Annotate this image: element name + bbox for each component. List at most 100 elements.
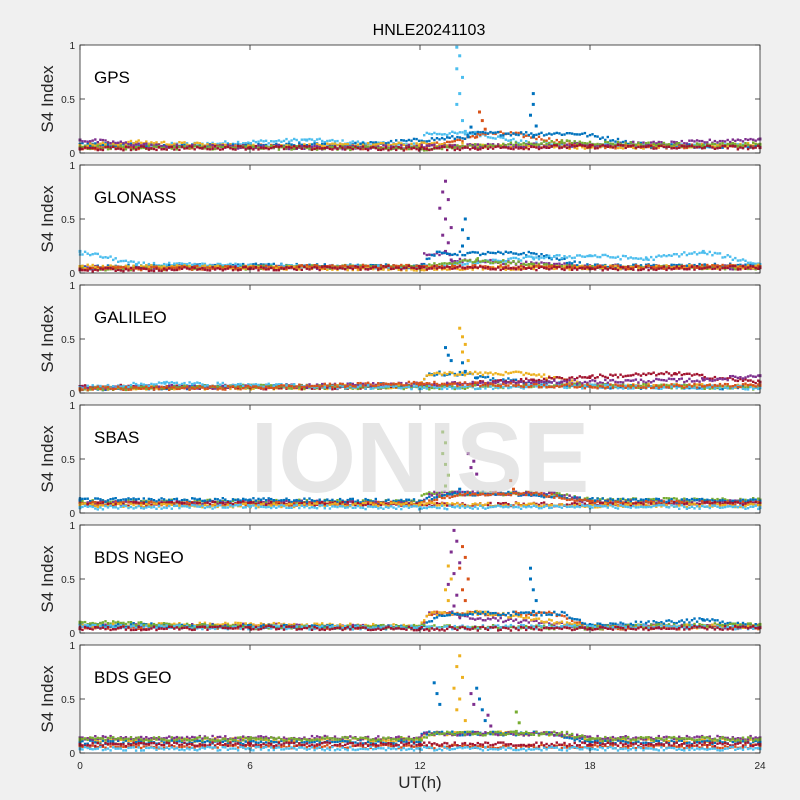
data-point <box>157 269 161 272</box>
data-point <box>532 373 536 376</box>
data-point <box>458 136 462 139</box>
data-point <box>423 252 426 255</box>
data-point <box>147 269 151 273</box>
data-point <box>321 139 324 143</box>
data-point <box>379 148 383 152</box>
data-point <box>397 143 400 146</box>
data-point <box>290 139 293 142</box>
data-point <box>611 267 615 270</box>
data-point <box>476 146 479 150</box>
data-point <box>440 143 444 146</box>
data-point <box>461 335 464 339</box>
data-point <box>708 377 711 380</box>
data-point <box>170 145 173 149</box>
data-point <box>746 147 750 151</box>
data-point <box>387 141 390 144</box>
data-point <box>224 144 227 147</box>
data-point <box>754 381 757 385</box>
data-point <box>693 140 696 143</box>
data-point <box>321 144 324 148</box>
data-point <box>152 386 156 390</box>
data-point <box>614 267 617 270</box>
data-point <box>300 268 303 271</box>
data-point <box>494 131 497 134</box>
data-point <box>104 256 107 259</box>
data-point <box>754 268 757 271</box>
data-point <box>244 387 247 390</box>
data-point <box>550 267 553 270</box>
data-point <box>315 145 319 148</box>
data-point <box>117 268 120 272</box>
data-point <box>290 148 293 151</box>
data-point <box>491 265 495 269</box>
data-point <box>629 141 632 144</box>
data-point <box>685 268 689 271</box>
data-point <box>428 267 431 270</box>
data-point <box>570 379 574 382</box>
data-point <box>323 265 326 268</box>
data-point <box>540 256 543 259</box>
data-point <box>665 264 668 267</box>
data-point <box>530 262 533 265</box>
data-point <box>444 179 447 183</box>
data-point <box>405 146 408 149</box>
data-point <box>731 138 734 141</box>
data-point <box>423 262 426 266</box>
data-point <box>502 134 505 137</box>
data-point <box>96 141 99 144</box>
data-point <box>435 141 439 144</box>
data-point <box>576 268 579 271</box>
data-point <box>519 146 523 150</box>
data-point <box>512 252 515 255</box>
data-point <box>160 148 163 151</box>
data-point <box>619 146 622 149</box>
data-point <box>484 376 487 379</box>
data-point <box>514 256 518 260</box>
data-point <box>91 139 94 142</box>
data-point <box>509 380 513 383</box>
data-point <box>514 382 518 385</box>
data-point <box>593 263 597 266</box>
data-point <box>435 252 439 255</box>
data-point <box>112 258 115 262</box>
data-point <box>446 148 449 152</box>
data-point <box>165 148 168 151</box>
data-point <box>423 149 426 152</box>
data-point <box>486 266 490 269</box>
data-point <box>688 264 691 267</box>
data-point <box>752 262 755 265</box>
data-point <box>535 268 538 272</box>
data-point <box>662 141 666 145</box>
data-point <box>444 346 447 350</box>
data-point <box>417 139 421 142</box>
data-point <box>122 146 125 150</box>
data-point <box>395 143 398 146</box>
data-point <box>420 263 423 266</box>
data-point <box>446 268 449 271</box>
data-point <box>502 146 505 149</box>
data-point <box>527 250 530 254</box>
data-point <box>451 140 454 143</box>
data-point <box>486 375 490 379</box>
data-point <box>701 249 705 253</box>
data-point <box>315 148 319 151</box>
data-point <box>147 142 151 145</box>
data-point <box>96 147 99 150</box>
data-point <box>629 267 632 270</box>
data-point <box>627 379 630 382</box>
data-point <box>757 265 760 268</box>
data-point <box>415 264 418 267</box>
data-point <box>624 266 627 269</box>
data-point <box>583 147 587 150</box>
data-point <box>377 142 380 146</box>
data-point <box>216 145 219 149</box>
data-point <box>308 265 311 268</box>
data-point <box>522 262 525 266</box>
data-point <box>688 143 691 146</box>
data-point <box>716 141 719 144</box>
data-point <box>499 265 502 269</box>
data-point <box>117 260 120 263</box>
data-point <box>155 141 158 144</box>
data-point <box>655 147 658 150</box>
